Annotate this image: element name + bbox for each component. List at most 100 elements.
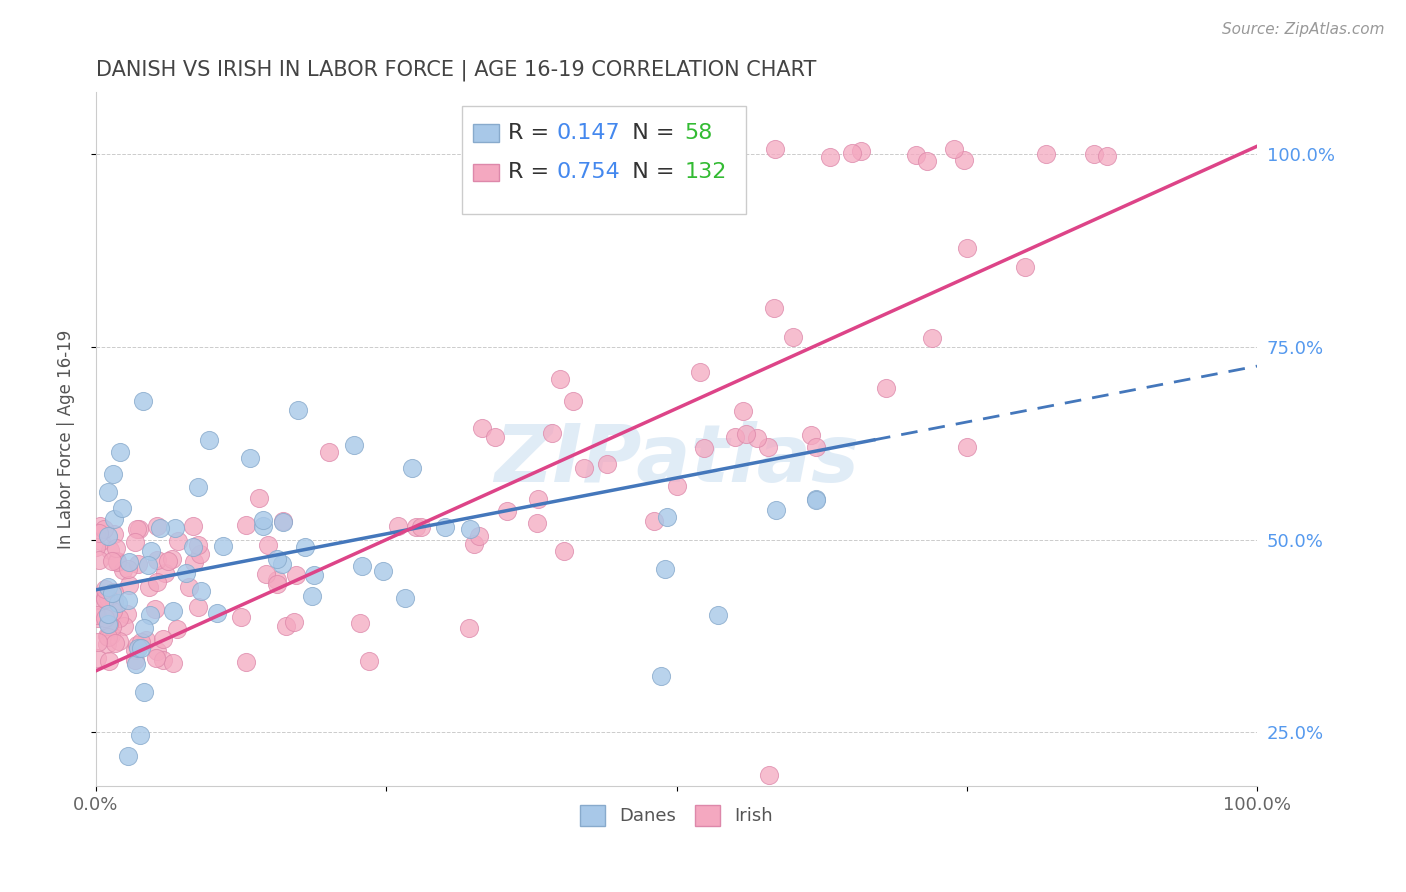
Text: N =: N = [619, 162, 682, 182]
Point [471, 421, 494, 435]
Point [249, 491, 271, 505]
Text: N =: N = [619, 122, 682, 143]
Point [782, 329, 804, 343]
Point [457, 621, 479, 635]
Point [127, 557, 149, 571]
Point [1095, 149, 1118, 163]
Point [103, 595, 125, 609]
Point [235, 517, 257, 532]
Point [118, 578, 141, 592]
Point [129, 640, 152, 655]
Point [134, 621, 156, 635]
Point [125, 657, 148, 671]
Point [146, 552, 169, 566]
Point [405, 520, 427, 534]
Point [97, 529, 120, 543]
Point [139, 607, 162, 622]
Point [745, 432, 768, 446]
Point [387, 519, 409, 533]
Point [124, 652, 146, 666]
Point [97, 616, 120, 631]
Point [849, 144, 872, 158]
Point [257, 538, 280, 552]
Point [758, 768, 780, 782]
Point [271, 515, 294, 529]
Point [943, 142, 966, 156]
Point [135, 633, 157, 648]
Point [921, 331, 943, 345]
Point [274, 619, 297, 633]
Point [108, 610, 131, 624]
Point [434, 520, 457, 534]
Point [496, 504, 519, 518]
Point [301, 590, 323, 604]
Point [463, 537, 485, 551]
Point [162, 656, 184, 670]
Point [643, 514, 665, 528]
Point [401, 461, 423, 475]
Point [118, 555, 141, 569]
Point [1014, 260, 1036, 274]
Point [187, 480, 209, 494]
Point [190, 583, 212, 598]
Point [162, 604, 184, 618]
Point [952, 153, 974, 167]
Point [266, 576, 288, 591]
Point [101, 586, 124, 600]
Point [129, 728, 152, 742]
Point [804, 440, 827, 454]
Point [117, 562, 139, 576]
Point [468, 529, 491, 543]
FancyBboxPatch shape [474, 124, 499, 142]
Point [350, 559, 373, 574]
Point [655, 509, 678, 524]
Point [273, 514, 295, 528]
Text: Source: ZipAtlas.com: Source: ZipAtlas.com [1222, 22, 1385, 37]
Point [187, 538, 209, 552]
Point [104, 636, 127, 650]
Point [131, 635, 153, 649]
FancyBboxPatch shape [461, 106, 747, 214]
Point [97, 591, 120, 605]
Point [108, 634, 131, 648]
Point [458, 522, 481, 536]
Text: 0.754: 0.754 [557, 162, 620, 182]
Point [181, 540, 204, 554]
Point [101, 467, 124, 481]
Point [87, 592, 110, 607]
Point [252, 513, 274, 527]
Point [127, 640, 149, 655]
Point [93, 523, 115, 537]
Point [229, 609, 252, 624]
Point [706, 607, 728, 622]
Point [152, 653, 174, 667]
Point [1035, 147, 1057, 161]
Point [198, 434, 221, 448]
Point [128, 522, 150, 536]
Point [86, 540, 108, 554]
Point [107, 596, 129, 610]
Point [105, 555, 128, 569]
Point [90, 534, 112, 549]
Point [211, 539, 233, 553]
Y-axis label: In Labor Force | Age 16-19: In Labor Force | Age 16-19 [58, 330, 75, 549]
Point [183, 555, 205, 569]
Point [132, 393, 155, 408]
Point [86, 651, 108, 665]
Point [97, 485, 120, 500]
Point [562, 394, 585, 409]
Point [765, 503, 787, 517]
Point [105, 554, 128, 568]
Point [125, 638, 148, 652]
Point [254, 567, 277, 582]
Point [654, 562, 676, 576]
Point [239, 451, 262, 466]
Text: R =: R = [508, 162, 557, 182]
Point [841, 146, 863, 161]
Point [527, 492, 550, 507]
Point [124, 534, 146, 549]
Text: 58: 58 [685, 122, 713, 143]
Point [285, 567, 308, 582]
Point [540, 426, 562, 441]
Point [152, 632, 174, 646]
